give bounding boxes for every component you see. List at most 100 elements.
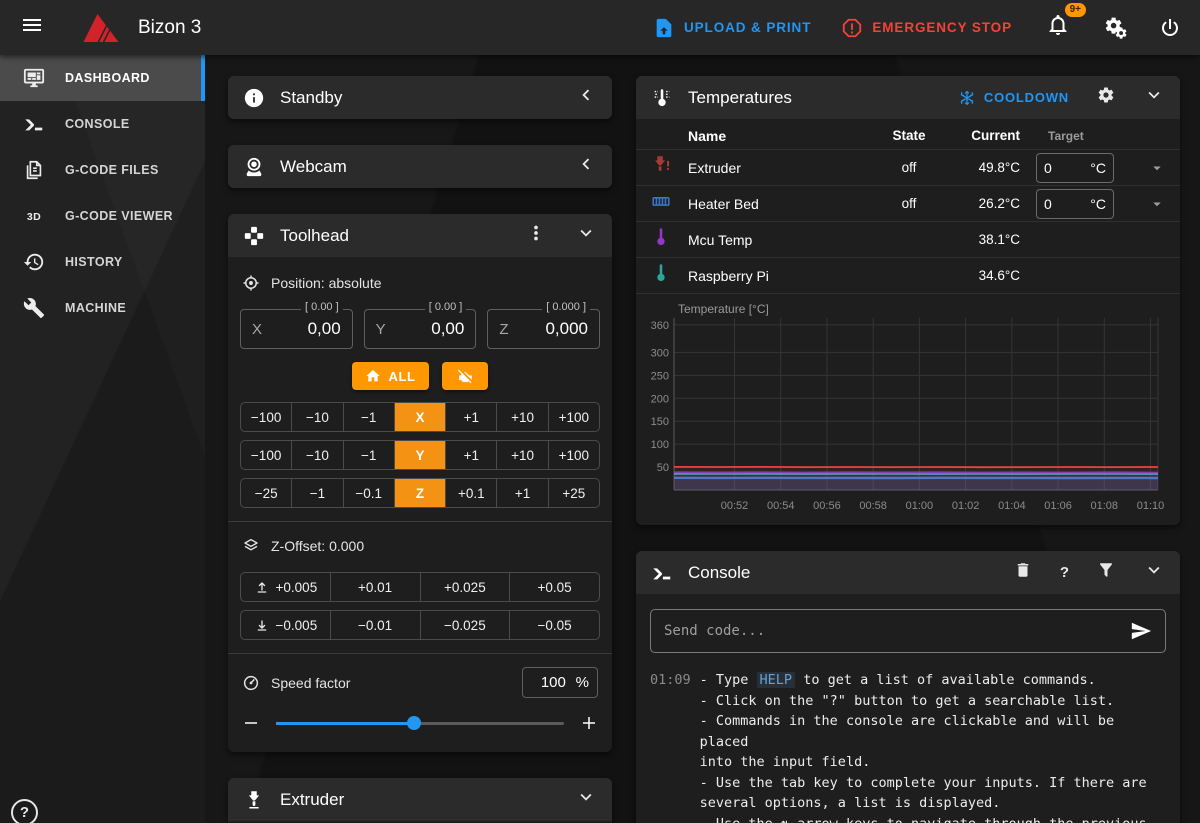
cooldown-label: COOLDOWN xyxy=(983,90,1069,105)
move-button[interactable]: −10 xyxy=(291,441,342,469)
temperatures-collapse-button[interactable] xyxy=(1143,84,1165,111)
temperatures-title: Temperatures xyxy=(688,87,792,107)
target-input[interactable]: 0 °C xyxy=(1036,188,1114,219)
send-button[interactable] xyxy=(1130,620,1152,642)
help-button[interactable]: ? xyxy=(11,799,38,823)
heater-name: Heater Bed xyxy=(688,195,759,212)
settings-button[interactable] xyxy=(1104,16,1128,40)
temperature-chart[interactable]: Temperature [°C] 50 100 150 200 250 300 360 00:5… xyxy=(636,294,1180,525)
speed-factor-slider[interactable] xyxy=(276,716,564,730)
sidebar-item-gcode-files[interactable]: G-CODE FILES xyxy=(0,147,205,193)
move-button[interactable]: +10 xyxy=(496,403,547,431)
position-input-y[interactable]: [ 0.00 ] Y 0,00 xyxy=(363,301,477,349)
chevron-down-icon xyxy=(575,786,597,808)
alert-octagon-icon xyxy=(841,17,863,39)
col-target: Target xyxy=(1048,128,1084,143)
speed-slider-knob[interactable] xyxy=(407,716,422,730)
webcam-title: Webcam xyxy=(280,156,347,176)
console-help-button[interactable]: ? xyxy=(1059,564,1069,581)
z-offset-button[interactable]: +0.01 xyxy=(329,573,420,601)
move-button[interactable]: −100 xyxy=(250,447,282,463)
move-button[interactable]: +0.1 xyxy=(445,479,496,507)
toolhead-collapse-button[interactable] xyxy=(575,222,597,249)
extruder-panel: Extruder Extrusion factor 100 % xyxy=(228,778,612,823)
axis-inputs: [ 0.00 ] X 0,00 [ 0.00 ] Y 0,00 [ 0.000 ] Z 0,00… xyxy=(240,301,601,349)
temperature-row[interactable]: Heater Bed off 26.2°C 0 °C xyxy=(636,185,1180,221)
position-input-z[interactable]: [ 0.000 ] Z 0,000 xyxy=(487,301,601,349)
heater-bed-icon xyxy=(650,190,672,212)
speed-increase-button[interactable] xyxy=(580,714,598,732)
extruder-collapse-button[interactable] xyxy=(575,786,597,813)
app-title: Bizon 3 xyxy=(138,16,202,38)
sidebar-item-machine[interactable]: MACHINE xyxy=(0,285,205,331)
heater-state: off xyxy=(901,160,917,175)
console-filter-button[interactable] xyxy=(1097,561,1115,584)
move-button[interactable]: +1 xyxy=(496,479,547,507)
move-button[interactable]: −10 xyxy=(291,403,342,431)
axis-value: 0,000 xyxy=(545,319,589,338)
sidebar-item-history[interactable]: HISTORY xyxy=(0,239,205,285)
log-message: - Type HELP to get a list of available c… xyxy=(700,670,1166,823)
z-offset-button[interactable]: +0.005 xyxy=(241,573,330,601)
move-button[interactable]: +1 xyxy=(445,441,496,469)
speed-factor-input[interactable]: 100 % xyxy=(522,667,598,698)
emergency-stop-button[interactable]: EMERGENCY STOP xyxy=(841,17,1012,39)
move-button[interactable]: −1 xyxy=(342,403,394,431)
upload-print-label: UPLOAD & PRINT xyxy=(684,20,812,35)
bell-icon xyxy=(1046,13,1070,37)
move-button[interactable]: +10 xyxy=(496,441,547,469)
move-button[interactable]: −25 xyxy=(254,485,278,501)
gears-icon xyxy=(1104,16,1128,40)
power-button[interactable] xyxy=(1158,16,1182,40)
z-offset-button[interactable]: −0.005 xyxy=(241,611,330,639)
console-collapse-button[interactable] xyxy=(1143,559,1165,586)
z-offset-button[interactable]: +0.025 xyxy=(419,573,510,601)
log-line: into the input field. xyxy=(699,754,871,770)
move-button[interactable]: +100 xyxy=(547,403,599,431)
home-z-button[interactable]: Z xyxy=(393,479,446,507)
move-button[interactable]: +1 xyxy=(445,403,496,431)
temperatures-settings-button[interactable] xyxy=(1097,86,1115,109)
move-button[interactable]: +25 xyxy=(547,479,599,507)
toolhead-menu-button[interactable] xyxy=(525,222,547,249)
sidebar-item-gcode-viewer[interactable]: 3D G-CODE VIEWER xyxy=(0,193,205,239)
motors-off-button[interactable] xyxy=(441,362,488,390)
temperature-row[interactable]: Mcu Temp 38.1°C xyxy=(636,221,1180,257)
console-command-link[interactable]: HELP xyxy=(756,672,796,688)
z-offset-button[interactable]: −0.025 xyxy=(419,611,510,639)
cooldown-button[interactable]: COOLDOWN xyxy=(958,89,1069,107)
home-y-button[interactable]: Y xyxy=(393,441,446,469)
target-unit: °C xyxy=(1090,195,1106,212)
log-timestamp: 01:09 xyxy=(650,672,691,688)
sidebar-item-console[interactable]: CONSOLE xyxy=(0,101,205,147)
move-button[interactable]: −1 xyxy=(291,479,342,507)
webcam-collapse-button[interactable] xyxy=(575,153,597,180)
speed-decrease-button[interactable] xyxy=(242,714,260,732)
chevron-down-icon xyxy=(1143,559,1165,581)
move-button[interactable]: −1 xyxy=(342,441,394,469)
temperature-row[interactable]: Raspberry Pi 34.6°C xyxy=(636,257,1180,293)
menu-button[interactable] xyxy=(16,9,48,46)
position-input-x[interactable]: [ 0.00 ] X 0,00 xyxy=(240,301,353,349)
move-rows: −100 −10 −1 X +1 +10 +100 −100 −10 −1 Y +1 +10 +100 −2… xyxy=(240,402,600,508)
z-offset-button[interactable]: −0.01 xyxy=(329,611,420,639)
target-input[interactable]: 0 °C xyxy=(1036,152,1114,183)
z-offset-button[interactable]: +0.05 xyxy=(509,573,599,601)
col-current: Current xyxy=(971,128,1020,143)
temperature-row[interactable]: Extruder off 49.8°C 0 °C xyxy=(636,149,1180,185)
axis-label: Z xyxy=(499,320,509,338)
file-upload-icon xyxy=(653,17,675,39)
move-button[interactable]: −0.1 xyxy=(342,479,394,507)
home-all-button[interactable]: ALL xyxy=(352,362,429,390)
move-button[interactable]: −100 xyxy=(250,409,282,425)
console-input[interactable] xyxy=(664,623,1120,639)
status-collapse-button[interactable] xyxy=(575,84,597,111)
console-clear-button[interactable] xyxy=(1014,561,1032,584)
axis-label: X xyxy=(252,320,263,338)
move-button[interactable]: +100 xyxy=(547,441,599,469)
sidebar-item-dashboard[interactable]: DASHBOARD xyxy=(0,55,205,101)
home-x-button[interactable]: X xyxy=(393,403,446,431)
z-offset-button[interactable]: −0.05 xyxy=(509,611,599,639)
upload-print-button[interactable]: UPLOAD & PRINT xyxy=(653,17,811,39)
notifications-button[interactable]: 9+ xyxy=(1042,3,1086,44)
